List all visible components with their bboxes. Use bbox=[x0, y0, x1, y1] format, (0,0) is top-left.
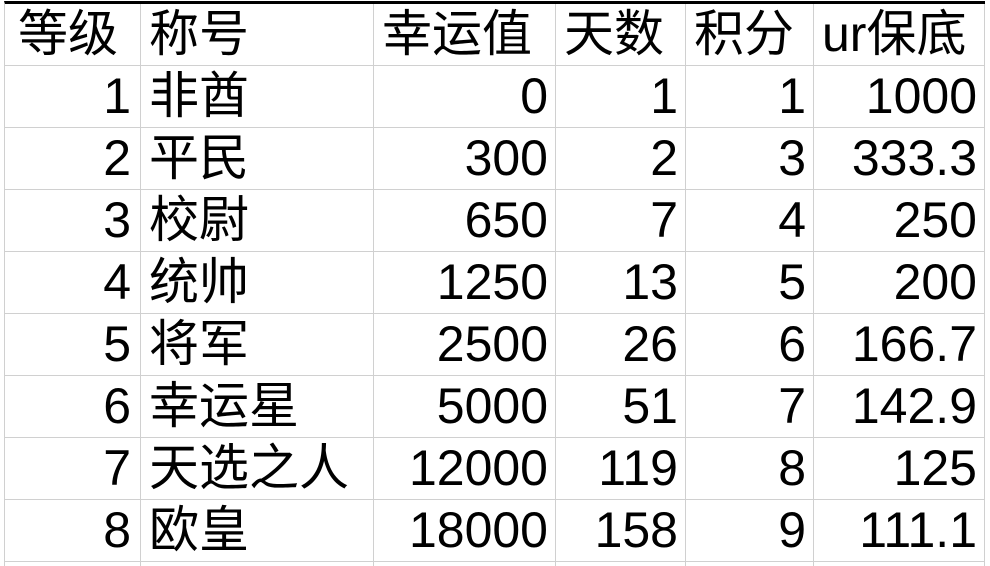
table-row: 6 幸运星 5000 51 7 142.9 bbox=[5, 376, 985, 438]
cell[interactable]: 幸运星 bbox=[141, 376, 374, 437]
cell[interactable]: 平民 bbox=[141, 128, 374, 189]
cell[interactable]: 6 bbox=[5, 376, 141, 437]
cell[interactable]: 650 bbox=[374, 190, 556, 251]
grid-stub-cell bbox=[141, 562, 374, 566]
cell[interactable]: 26 bbox=[556, 314, 686, 375]
cell[interactable]: 5 bbox=[686, 252, 814, 313]
grid-stub-row bbox=[5, 562, 985, 566]
cell[interactable]: 1000 bbox=[814, 66, 985, 127]
cell[interactable]: 校尉 bbox=[141, 190, 374, 251]
col-header-points[interactable]: 积分 bbox=[686, 4, 814, 65]
cell[interactable]: 9 bbox=[686, 500, 814, 561]
cell[interactable]: 18000 bbox=[374, 500, 556, 561]
cell[interactable]: 158 bbox=[556, 500, 686, 561]
cell[interactable]: 4 bbox=[5, 252, 141, 313]
cell[interactable]: 1 bbox=[686, 66, 814, 127]
cell[interactable]: 6 bbox=[686, 314, 814, 375]
cell[interactable]: 1 bbox=[5, 66, 141, 127]
cell[interactable]: 166.7 bbox=[814, 314, 985, 375]
table-row: 4 统帅 1250 13 5 200 bbox=[5, 252, 985, 314]
cell[interactable]: 统帅 bbox=[141, 252, 374, 313]
cell[interactable]: 8 bbox=[5, 500, 141, 561]
table-row: 7 天选之人 12000 119 8 125 bbox=[5, 438, 985, 500]
col-header-luck[interactable]: 幸运值 bbox=[374, 4, 556, 65]
grid-stub-cell bbox=[814, 562, 985, 566]
cell[interactable]: 7 bbox=[556, 190, 686, 251]
col-header-ur-pity[interactable]: ur保底 bbox=[814, 4, 985, 65]
col-header-days[interactable]: 天数 bbox=[556, 4, 686, 65]
grid-stub-cell bbox=[5, 562, 141, 566]
cell[interactable]: 12000 bbox=[374, 438, 556, 499]
cell[interactable]: 欧皇 bbox=[141, 500, 374, 561]
cell[interactable]: 4 bbox=[686, 190, 814, 251]
cell[interactable]: 250 bbox=[814, 190, 985, 251]
cell[interactable]: 7 bbox=[686, 376, 814, 437]
cell[interactable]: 5000 bbox=[374, 376, 556, 437]
grid-stub-cell bbox=[374, 562, 556, 566]
cell[interactable]: 125 bbox=[814, 438, 985, 499]
cell[interactable]: 2 bbox=[5, 128, 141, 189]
cell[interactable]: 2 bbox=[556, 128, 686, 189]
spreadsheet-grid: 等级 称号 幸运值 天数 积分 ur保底 1 非酋 0 1 1 1000 2 平民 300 2 3 3… bbox=[4, 1, 985, 566]
table-row: 1 非酋 0 1 1 1000 bbox=[5, 66, 985, 128]
cell[interactable]: 300 bbox=[374, 128, 556, 189]
cell[interactable]: 333.3 bbox=[814, 128, 985, 189]
cell[interactable]: 200 bbox=[814, 252, 985, 313]
cell[interactable]: 3 bbox=[686, 128, 814, 189]
cell[interactable]: 13 bbox=[556, 252, 686, 313]
col-header-title[interactable]: 称号 bbox=[141, 4, 374, 65]
col-header-level[interactable]: 等级 bbox=[5, 4, 141, 65]
cell[interactable]: 2500 bbox=[374, 314, 556, 375]
cell[interactable]: 将军 bbox=[141, 314, 374, 375]
cell[interactable]: 111.1 bbox=[814, 500, 985, 561]
cell[interactable]: 51 bbox=[556, 376, 686, 437]
grid-stub-cell bbox=[556, 562, 686, 566]
grid-stub-cell bbox=[686, 562, 814, 566]
cell[interactable]: 天选之人 bbox=[141, 438, 374, 499]
table-row: 3 校尉 650 7 4 250 bbox=[5, 190, 985, 252]
cell[interactable]: 8 bbox=[686, 438, 814, 499]
cell[interactable]: 119 bbox=[556, 438, 686, 499]
cell[interactable]: 0 bbox=[374, 66, 556, 127]
cell[interactable]: 7 bbox=[5, 438, 141, 499]
cell[interactable]: 非酋 bbox=[141, 66, 374, 127]
cell[interactable]: 142.9 bbox=[814, 376, 985, 437]
cell[interactable]: 5 bbox=[5, 314, 141, 375]
cell[interactable]: 1250 bbox=[374, 252, 556, 313]
table-row: 2 平民 300 2 3 333.3 bbox=[5, 128, 985, 190]
cell[interactable]: 1 bbox=[556, 66, 686, 127]
table-row: 8 欧皇 18000 158 9 111.1 bbox=[5, 500, 985, 562]
cell[interactable]: 3 bbox=[5, 190, 141, 251]
table-row: 5 将军 2500 26 6 166.7 bbox=[5, 314, 985, 376]
header-row: 等级 称号 幸运值 天数 积分 ur保底 bbox=[5, 4, 985, 66]
